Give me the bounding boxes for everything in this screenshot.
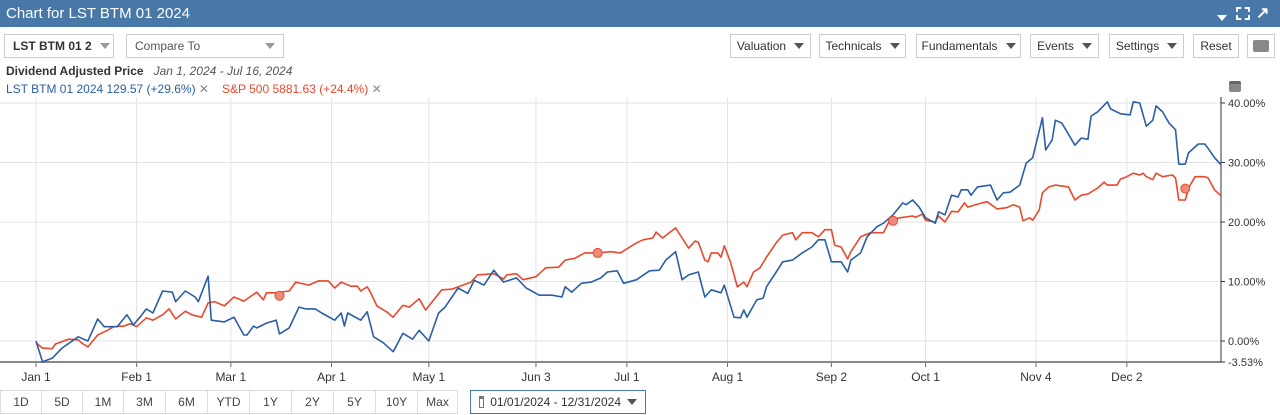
range-button-max[interactable]: Max [417,390,458,414]
compare-to-placeholder: Compare To [135,39,201,53]
chart-header: Chart for LST BTM 01 2024 ↗ [0,0,1280,27]
symbol-select-value: LST BTM 01 2 [13,39,92,53]
x-tick-label: Dec 2 [1111,370,1143,384]
range-button-1d[interactable]: 1D [0,390,41,414]
caret-down-icon[interactable] [1217,9,1227,24]
menu-label: Fundamentals [921,39,998,53]
range-button-ytd[interactable]: YTD [207,390,249,414]
x-tick-label: Nov 4 [1020,370,1052,384]
menu-technicals[interactable]: Technicals [819,34,906,58]
y-tick-label: 10.00% [1228,276,1266,288]
symbol-select[interactable]: LST BTM 01 2 [4,34,114,58]
x-tick-label: Apr 1 [317,370,346,384]
x-tick-label: Jan 1 [21,370,51,384]
range-button-5y[interactable]: 5Y [333,390,375,414]
event-marker [274,290,285,301]
menu-label: Events [1037,39,1074,53]
menu-fundamentals[interactable]: Fundamentals [916,34,1021,58]
series-line-sp500 [35,172,1222,350]
series-line-lst [35,101,1222,363]
close-icon[interactable]: ✕ [371,82,382,96]
camera-icon [1253,40,1269,52]
event-marker [1180,183,1191,194]
chevron-down-icon [1081,43,1092,49]
y-tick-label: 0.00% [1228,336,1259,348]
range-button-3m[interactable]: 3M [123,390,165,414]
date-range-label: Jan 1, 2024 - Jul 16, 2024 [153,64,293,78]
x-tick-label: Jul 1 [614,370,640,384]
chevron-down-icon [889,43,900,49]
popout-icon[interactable]: ↗ [1256,5,1270,22]
x-tick-label: May 1 [412,370,445,384]
event-marker [888,215,899,226]
table-toggle-icon[interactable] [1229,81,1241,92]
x-tick-label: Feb 1 [121,370,152,384]
chevron-down-icon [1167,43,1178,49]
chevron-down-icon [794,43,805,49]
range-button-2y[interactable]: 2Y [291,390,333,414]
legend-label: S&P 500 5881.63 (+24.4%) [222,82,369,96]
range-button-1m[interactable]: 1M [82,390,123,414]
chevron-down-icon [265,43,275,49]
x-tick-label: Aug 1 [712,370,744,384]
range-button-1y[interactable]: 1Y [249,390,291,414]
y-tick-label: 30.00% [1228,157,1266,169]
close-icon[interactable]: ✕ [198,82,209,96]
x-tick-label: Jun 3 [521,370,551,384]
line-chart: Jan 1 Feb 1 Mar 1 Apr 1 May 1 Jun 3 Jul 1 Aug 1… [0,97,1266,384]
x-tick-label: Mar 1 [215,370,246,384]
camera-button[interactable] [1247,34,1275,58]
menu-label: Settings [1115,39,1160,53]
range-button-10y[interactable]: 10Y [375,390,417,414]
y-tick-label: 20.00% [1228,217,1266,229]
menu-label: Technicals [825,39,882,53]
x-tick-label: Sep 2 [816,370,848,384]
legend-label: LST BTM 01 2024 129.57 (+29.6%) [6,82,196,96]
menu-settings[interactable]: Settings [1109,34,1184,58]
menu-events[interactable]: Events [1030,34,1099,58]
chart-title: Chart for LST BTM 01 2024 [6,5,190,22]
range-button-5d[interactable]: 5D [41,390,82,414]
chevron-down-icon [99,43,110,49]
menu-valuation[interactable]: Valuation [730,34,811,58]
date-range-picker[interactable]: 01/01/2024 - 12/31/2024 [470,390,646,414]
compare-to-select[interactable]: Compare To [126,34,284,58]
subtitle: Dividend Adjusted Price Jan 1, 2024 - Ju… [6,64,292,78]
y-tick-label: -3.53% [1228,357,1263,369]
y-tick-label: 40.00% [1228,98,1266,110]
menu-label: Valuation [736,39,787,53]
legend-item-sp500: S&P 500 5881.63 (+24.4%) ✕ [222,82,382,96]
range-button-6m[interactable]: 6M [165,390,207,414]
chevron-down-icon [1005,43,1016,49]
calendar-icon [479,396,485,408]
date-range-value: 01/01/2024 - 12/31/2024 [490,395,621,409]
chevron-down-icon [627,399,637,405]
price-type-label: Dividend Adjusted Price [6,64,144,78]
legend-item-lst: LST BTM 01 2024 129.57 (+29.6%) ✕ [6,82,209,96]
x-tick-label: Oct 1 [911,370,940,384]
fullscreen-icon[interactable] [1236,7,1250,20]
reset-button[interactable]: Reset [1193,34,1239,58]
event-marker [592,247,603,258]
